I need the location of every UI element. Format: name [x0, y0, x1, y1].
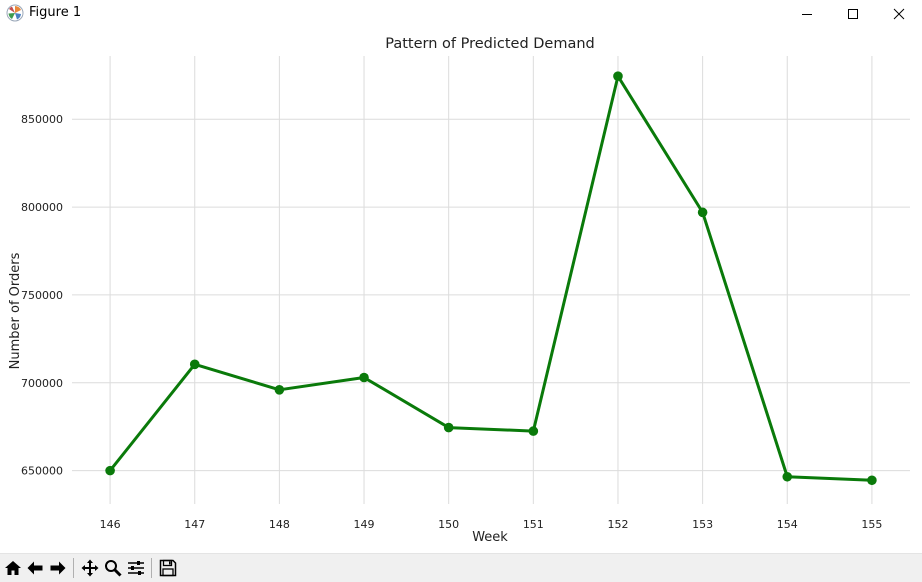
forward-arrow-icon — [50, 561, 66, 575]
toolbar-separator — [151, 558, 152, 578]
data-point — [697, 207, 708, 218]
data-point — [105, 465, 115, 476]
navigation-toolbar — [0, 553, 922, 582]
pan-button[interactable] — [79, 557, 101, 579]
y-axis-label: Number of Orders — [8, 252, 23, 369]
y-axis-ticks: 650000 700000 750000 800000 850000 — [21, 113, 63, 477]
x-tick-label: 151 — [523, 518, 544, 531]
y-tick-label: 800000 — [21, 201, 63, 214]
maximize-icon — [848, 8, 858, 19]
x-tick-label: 152 — [607, 518, 628, 531]
x-tick-label: 148 — [269, 518, 290, 531]
home-button[interactable] — [2, 557, 24, 579]
close-icon — [893, 8, 905, 19]
data-point — [782, 471, 793, 482]
pan-icon — [81, 559, 99, 577]
close-button[interactable] — [876, 0, 922, 27]
x-tick-label: 147 — [184, 518, 205, 531]
back-arrow-icon — [27, 561, 43, 575]
x-tick-label: 150 — [438, 518, 459, 531]
chart-title: Pattern of Predicted Demand — [385, 36, 595, 52]
window-titlebar: Figure 1 — [0, 0, 922, 27]
data-point — [867, 475, 877, 486]
zoom-icon — [105, 560, 122, 577]
y-tick-label: 850000 — [21, 113, 63, 126]
series-line — [108, 74, 874, 482]
data-point — [613, 71, 623, 82]
x-tick-label: 146 — [100, 518, 121, 531]
save-button[interactable] — [157, 557, 179, 579]
maximize-button[interactable] — [830, 0, 876, 27]
x-tick-label: 153 — [692, 518, 713, 531]
data-point — [189, 359, 200, 370]
window-title: Figure 1 — [29, 5, 82, 20]
line-chart: Pattern of Predicted Demand 650000 700000… — [8, 36, 910, 545]
x-tick-label: 149 — [354, 518, 375, 531]
minimize-button[interactable] — [784, 0, 830, 27]
figure-canvas[interactable]: Pattern of Predicted Demand 650000 700000… — [0, 27, 922, 553]
data-point — [359, 372, 369, 383]
data-series — [105, 71, 877, 486]
toolbar-separator — [73, 558, 74, 578]
y-tick-label: 700000 — [21, 377, 63, 390]
x-tick-label: 155 — [861, 518, 882, 531]
data-point — [528, 426, 539, 436]
x-axis-label: Week — [472, 530, 508, 545]
minimize-icon — [802, 13, 812, 15]
y-tick-label: 650000 — [21, 465, 63, 478]
data-point — [443, 422, 454, 433]
matplotlib-logo-icon — [6, 4, 24, 22]
x-axis-ticks: 146 147 148 149 150 151 152 153 154 155 — [100, 518, 883, 531]
save-icon — [159, 559, 177, 577]
back-button[interactable] — [24, 557, 46, 579]
zoom-button[interactable] — [102, 557, 124, 579]
grid — [72, 56, 910, 504]
configure-subplots-button[interactable] — [125, 557, 147, 579]
home-icon — [5, 561, 21, 575]
configure-subplots-icon — [128, 561, 144, 575]
data-point — [274, 385, 285, 395]
y-tick-label: 750000 — [21, 289, 63, 302]
x-tick-label: 154 — [777, 518, 798, 531]
forward-button[interactable] — [47, 557, 69, 579]
